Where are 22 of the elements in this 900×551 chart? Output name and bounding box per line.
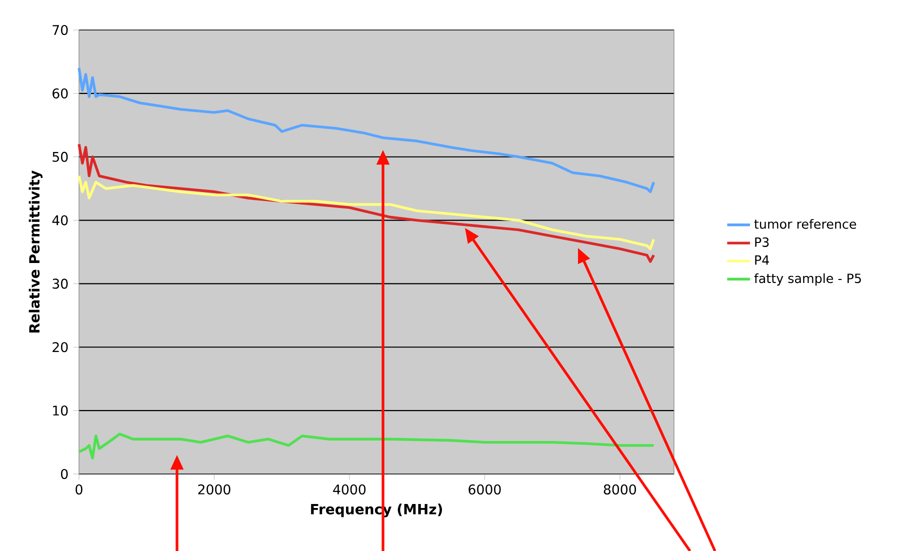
line-series bbox=[78, 174, 656, 250]
x-tick-label: 6000 bbox=[468, 484, 501, 494]
y-tick-label: 10 bbox=[53, 406, 68, 416]
x-tick-label: 0 bbox=[76, 484, 82, 494]
x-tick-label: 4000 bbox=[333, 484, 366, 494]
legend-label: P3 bbox=[755, 237, 769, 247]
y-axis-title: Relative Permittivity bbox=[28, 170, 42, 332]
legend-label: fatty sample - P5 bbox=[754, 273, 861, 286]
line-series bbox=[78, 66, 656, 194]
y-tick-label: 30 bbox=[52, 278, 68, 289]
legend-label: P4 bbox=[755, 255, 769, 265]
y-tick-label: 60 bbox=[52, 88, 68, 98]
line-series bbox=[78, 142, 656, 263]
y-tick-label: 50 bbox=[52, 152, 68, 162]
y-tick-label: 20 bbox=[52, 342, 68, 352]
line-series bbox=[78, 432, 656, 460]
x-tick-label: 2000 bbox=[198, 484, 230, 494]
legend-label: tumor reference bbox=[754, 219, 856, 229]
y-tick-label: 70 bbox=[52, 24, 68, 36]
y-tick-label: 0 bbox=[60, 468, 68, 480]
x-tick-label: 8000 bbox=[604, 484, 636, 494]
y-tick-label: 40 bbox=[52, 215, 68, 226]
